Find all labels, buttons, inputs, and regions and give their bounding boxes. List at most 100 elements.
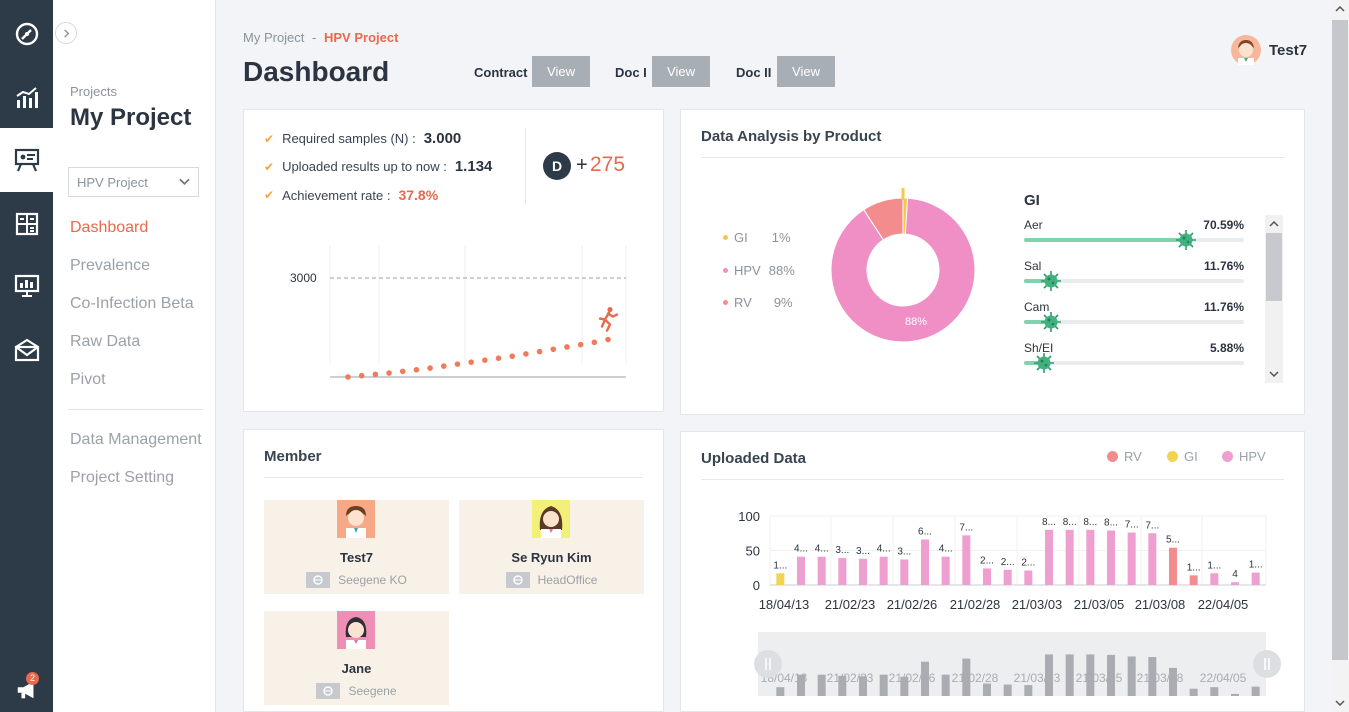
required-samples-row: ✔ Required samples (N) : 3.000 bbox=[264, 130, 461, 147]
uploaded-bar bbox=[983, 568, 991, 585]
product-list-scrollbar[interactable] bbox=[1265, 215, 1283, 383]
navigator-bar bbox=[1231, 693, 1239, 696]
navigator-bar bbox=[817, 674, 826, 696]
rail-item-projects[interactable] bbox=[0, 128, 53, 192]
megaphone-icon bbox=[17, 681, 33, 699]
scroll-up-icon[interactable] bbox=[1335, 6, 1345, 12]
product-row[interactable]: Aer 70.59% bbox=[1024, 218, 1244, 258]
sidebar-item-project-setting[interactable]: Project Setting bbox=[70, 469, 175, 486]
chevron-down-icon bbox=[179, 178, 190, 186]
legend-gi-name: GI bbox=[1184, 449, 1198, 464]
range-handle-right[interactable] bbox=[1253, 650, 1281, 678]
contract-view-button[interactable]: View bbox=[532, 56, 590, 87]
x-tick-label: 21/02/26 bbox=[887, 597, 938, 612]
navigator-bar bbox=[941, 674, 950, 696]
scroll-down-icon[interactable] bbox=[1335, 700, 1345, 706]
project-select[interactable]: HPV Project bbox=[68, 167, 199, 197]
product-donut-chart: 88% bbox=[830, 188, 976, 343]
range-navigator bbox=[758, 632, 1266, 696]
breadcrumb-root[interactable]: My Project bbox=[243, 30, 305, 45]
data-analysis-card: Data Analysis by Product GI 1% HPV 88% R… bbox=[680, 109, 1305, 415]
sidebar-item-dashboard[interactable]: Dashboard bbox=[70, 219, 149, 236]
product-name: Sal bbox=[1024, 259, 1042, 273]
progress-point bbox=[399, 368, 406, 375]
rail-item-mail[interactable] bbox=[0, 318, 53, 382]
rail-item-dashboard[interactable] bbox=[0, 2, 53, 66]
scroll-thumb[interactable] bbox=[1266, 233, 1282, 301]
legend-rv[interactable]: RV 9% bbox=[723, 295, 793, 310]
progress-point bbox=[413, 366, 420, 373]
progress-point bbox=[454, 361, 461, 367]
navigator-bar bbox=[983, 683, 991, 696]
collapse-sidebar-button[interactable] bbox=[55, 22, 77, 44]
rail-item-statistics[interactable] bbox=[0, 66, 53, 130]
sidebar-item-raw-data[interactable]: Raw Data bbox=[70, 333, 141, 350]
gauge-icon bbox=[15, 22, 38, 46]
legend-gi[interactable]: GI bbox=[1167, 449, 1198, 464]
progress-point bbox=[345, 374, 351, 380]
x-tick-label: 21/03/08 bbox=[1135, 597, 1186, 612]
doc2-view-button[interactable]: View bbox=[777, 56, 835, 87]
legend-gi[interactable]: GI 1% bbox=[723, 230, 791, 245]
legend-hpv-pct: 88% bbox=[768, 263, 795, 278]
product-row[interactable]: Cam 11.76% bbox=[1024, 300, 1244, 340]
progress-point bbox=[591, 339, 598, 346]
navigator-bar bbox=[838, 675, 847, 696]
projects-caption: Projects bbox=[70, 84, 117, 99]
navigator-bar bbox=[776, 687, 785, 696]
globe-icon bbox=[505, 572, 530, 588]
bar-value-label: 3... bbox=[835, 545, 849, 556]
progress-point bbox=[372, 371, 379, 378]
page-scroll-thumb[interactable] bbox=[1332, 20, 1348, 660]
sidebar-item-pivot[interactable]: Pivot bbox=[70, 371, 106, 388]
member-name: Jane bbox=[341, 661, 372, 676]
bar-value-label: 8... bbox=[1083, 517, 1097, 528]
uploaded-data-card: Uploaded Data RV GI HPV 1... 4... 4... 3...… bbox=[680, 431, 1305, 712]
bar-value-label: 1... bbox=[1249, 560, 1263, 571]
bar-value-label: 1... bbox=[773, 560, 787, 571]
achievement-rate-label: Achievement rate : bbox=[282, 187, 391, 203]
member-tile[interactable]: Test7 Seegene KO bbox=[264, 500, 449, 594]
bar-value-label: 4... bbox=[877, 544, 891, 555]
bar-value-label: 4... bbox=[939, 544, 953, 555]
bar-value-label: 7... bbox=[1145, 520, 1159, 531]
navigator-bar bbox=[1169, 667, 1177, 696]
data-analysis-title: Data Analysis by Product bbox=[701, 128, 882, 145]
member-org-name: Seegene KO bbox=[338, 573, 407, 587]
x-tick-label: 18/04/13 bbox=[759, 597, 810, 612]
product-fill bbox=[1024, 320, 1052, 324]
bar-value-label: 1... bbox=[1207, 560, 1221, 571]
legend-gi-pct: 1% bbox=[771, 230, 791, 245]
sidebar-item-prevalence[interactable]: Prevalence bbox=[70, 257, 151, 274]
legend-hpv[interactable]: HPV bbox=[1222, 449, 1266, 464]
product-track bbox=[1024, 312, 1244, 332]
page-scrollbar[interactable] bbox=[1331, 0, 1349, 712]
avatar bbox=[337, 500, 375, 538]
check-icon: ✔ bbox=[264, 159, 275, 174]
progress-point bbox=[605, 336, 611, 343]
scroll-down-icon[interactable] bbox=[1269, 371, 1279, 377]
scroll-up-icon[interactable] bbox=[1269, 221, 1279, 227]
member-title: Member bbox=[264, 448, 322, 465]
uploaded-bar bbox=[1003, 569, 1012, 585]
product-row[interactable]: Sal 11.76% bbox=[1024, 259, 1244, 299]
range-handle-left[interactable] bbox=[754, 650, 782, 678]
legend-hpv[interactable]: HPV 88% bbox=[723, 263, 795, 278]
member-tile[interactable]: Jane Seegene bbox=[264, 611, 449, 705]
rail-item-calculator[interactable] bbox=[0, 192, 53, 256]
product-value: 11.76% bbox=[1203, 259, 1244, 273]
notifications-button[interactable]: 2 bbox=[0, 668, 53, 712]
legend-rv-name: RV bbox=[1124, 449, 1142, 464]
x-tick-label: 21/03/03 bbox=[1012, 597, 1063, 612]
sidebar-item-data-management[interactable]: Data Management bbox=[70, 431, 202, 448]
sidebar-item-co-infection[interactable]: Co-Infection Beta bbox=[70, 295, 194, 312]
doc1-view-button[interactable]: View bbox=[652, 56, 710, 87]
d-day-badge: D bbox=[543, 152, 571, 180]
legend-rv[interactable]: RV bbox=[1107, 449, 1142, 464]
member-org: Seegene bbox=[264, 683, 449, 699]
member-tile[interactable]: Se Ryun Kim HeadOffice bbox=[459, 500, 644, 594]
user-menu[interactable]: Test7 bbox=[1231, 35, 1307, 65]
rail-item-reports[interactable] bbox=[0, 254, 53, 318]
uploaded-bar bbox=[1107, 530, 1115, 585]
product-row[interactable]: Sh/EI 5.88% bbox=[1024, 341, 1244, 381]
